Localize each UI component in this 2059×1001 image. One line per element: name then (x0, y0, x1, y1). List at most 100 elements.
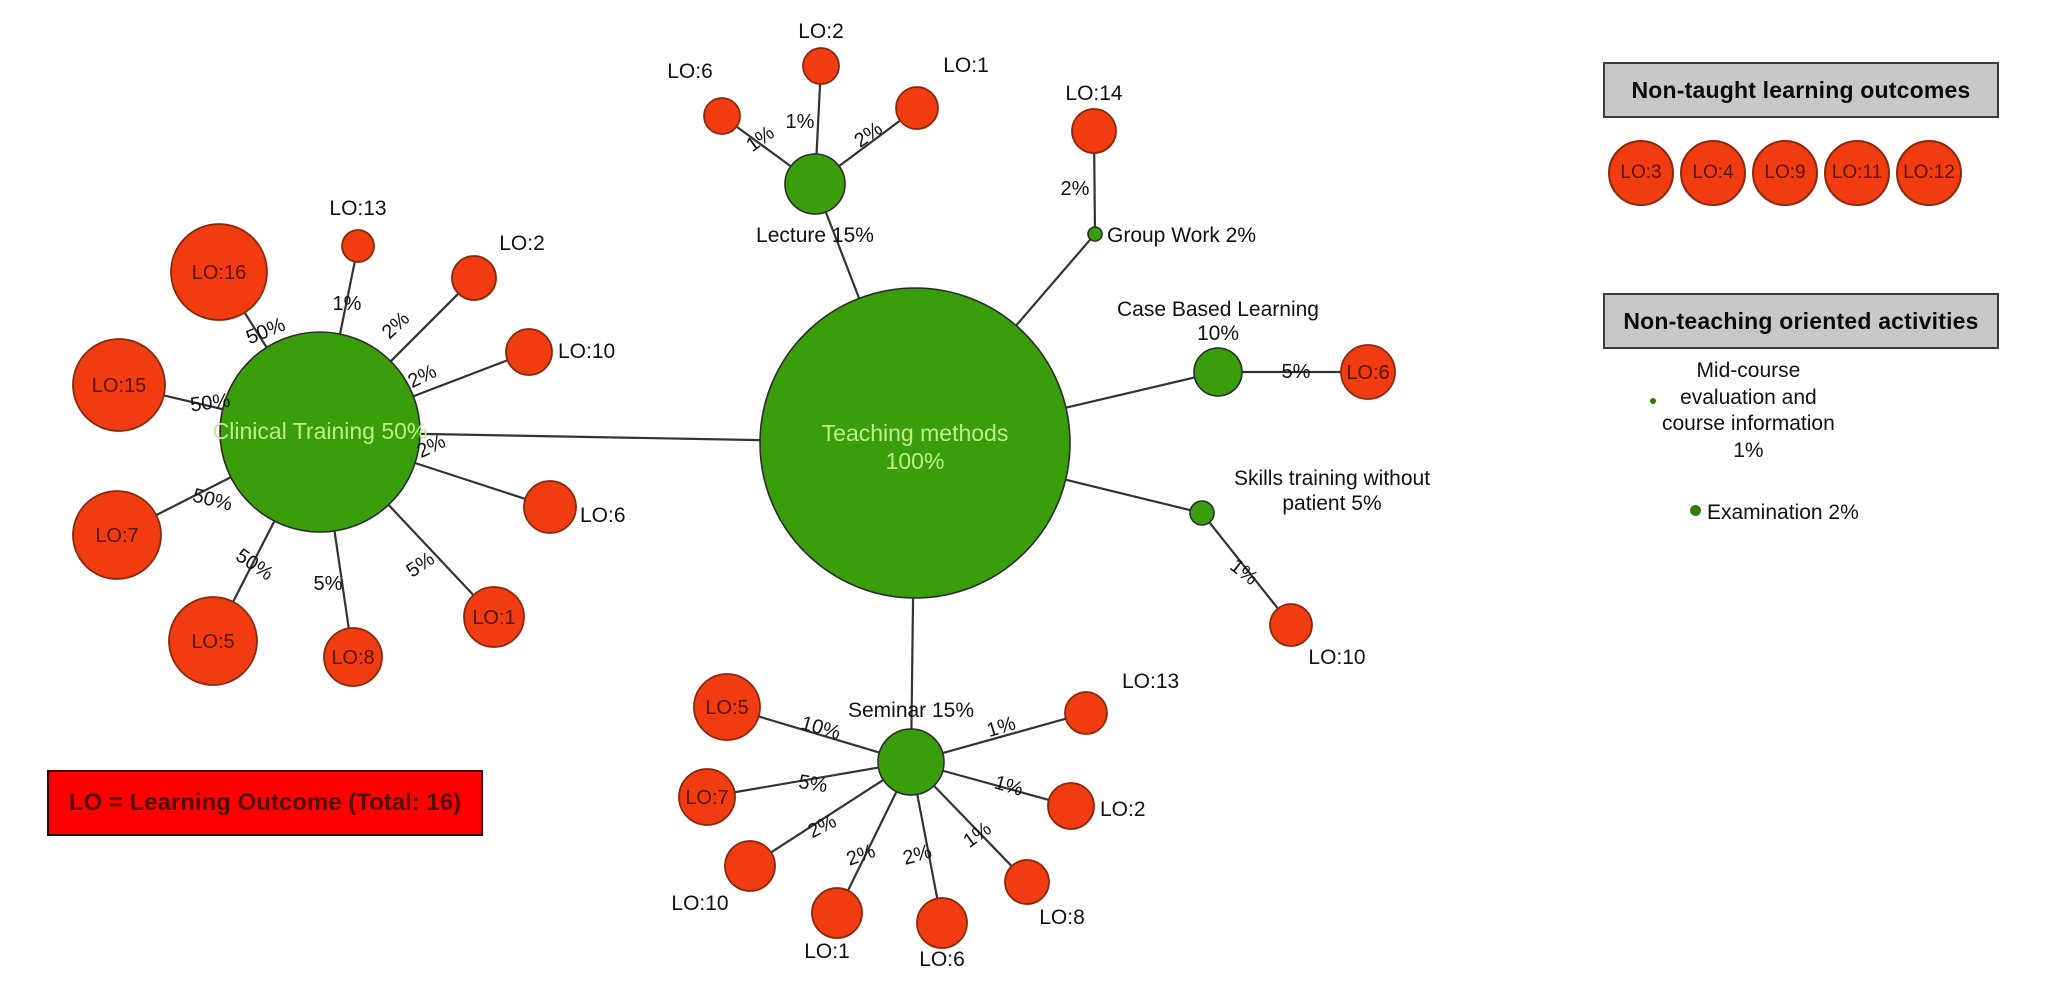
outside-label-sem-lo1: LO:1 (804, 940, 850, 963)
edge-percent-label: 2% (804, 810, 840, 843)
edge-clinical-to-ct-lo13 (338, 261, 356, 335)
node-lec-lo2[interactable] (802, 47, 840, 85)
non-taught-chip-3[interactable]: LO:11 (1824, 140, 1890, 206)
node-skills[interactable] (1189, 500, 1215, 526)
edge-teaching-to-skills (1065, 478, 1191, 512)
node-sem-lo6[interactable] (916, 897, 968, 949)
node-sem-lo10[interactable] (724, 840, 776, 892)
node-label-skills: patient 5% (1282, 492, 1381, 515)
edge-percent-label: 2% (900, 841, 934, 870)
outside-label-ct-lo6: LO:6 (580, 504, 626, 527)
node-sem-lo5[interactable] (693, 673, 761, 741)
node-ct-lo2[interactable] (451, 255, 497, 301)
node-lec-lo1[interactable] (895, 86, 939, 130)
edge-clinical-to-ct-lo15 (163, 394, 223, 411)
edge-percent-label: 50% (190, 485, 234, 516)
node-sem-lo8[interactable] (1004, 859, 1050, 905)
edge-percent-label: 1% (786, 111, 815, 133)
outside-label-sem-lo10: LO:10 (671, 892, 728, 915)
node-ct-lo7[interactable] (72, 490, 162, 580)
edge-seminar-to-sem-lo1 (847, 791, 898, 892)
edge-seminar-to-sem-lo13 (942, 717, 1067, 755)
node-ct-lo1[interactable] (463, 586, 525, 648)
node-sem-lo2[interactable] (1047, 782, 1095, 830)
outside-label-ct-lo13: LO:13 (329, 197, 386, 220)
outside-label-sem-lo8: LO:8 (1039, 906, 1085, 929)
non-taught-chip-0[interactable]: LO:3 (1608, 140, 1674, 206)
edge-clinical-to-ct-lo8 (333, 530, 350, 629)
node-clinical[interactable] (219, 331, 421, 533)
edge-clinical-to-ct-lo16 (243, 312, 268, 349)
edge-teaching-to-casebased (1065, 376, 1195, 409)
edge-seminar-to-sem-lo10 (770, 778, 884, 854)
node-sk-lo10[interactable] (1269, 603, 1313, 647)
edge-teaching-to-clinical (419, 432, 761, 442)
edge-clinical-to-ct-lo7 (155, 476, 232, 517)
edge-seminar-to-sem-lo6 (916, 794, 939, 899)
edge-percent-label: 10% (798, 712, 843, 744)
outside-label-sem-lo2: LO:2 (1100, 798, 1146, 821)
edge-seminar-to-sem-lo5 (758, 715, 880, 754)
node-teaching[interactable] (759, 287, 1071, 599)
node-label-ct-lo16: LO:16 (192, 262, 246, 284)
legend-non-taught-chips: LO:3 LO:4 LO:9 LO:11 LO:12 (1608, 140, 1962, 206)
edge-lecture-to-lec-lo1 (838, 119, 901, 167)
nodes-layer (72, 47, 1396, 949)
edge-teaching-to-lecture (824, 211, 861, 299)
edge-percent-label: 5% (797, 771, 829, 797)
edge-seminar-to-sem-lo7 (734, 766, 879, 794)
node-label-skills: Skills training without (1234, 467, 1430, 490)
node-cb-lo6[interactable] (1340, 344, 1396, 400)
node-sem-lo1[interactable] (811, 887, 863, 939)
non-taught-chip-1[interactable]: LO:4 (1680, 140, 1746, 206)
node-sem-lo13[interactable] (1064, 691, 1108, 735)
edge-percent-label: 1% (333, 293, 362, 315)
node-label-seminar: Seminar 15% (848, 699, 974, 722)
outside-label-sem-lo13: LO:13 (1122, 670, 1179, 693)
node-casebased[interactable] (1193, 347, 1243, 397)
edge-groupwork-to-gw-lo14 (1093, 152, 1097, 228)
node-ct-lo10[interactable] (505, 328, 553, 376)
node-ct-lo16[interactable] (170, 223, 268, 321)
node-ct-lo15[interactable] (72, 338, 166, 432)
activity-dot-icon (1690, 505, 1701, 516)
labels-layer: 1%50%50%50%50% 5%5%2%2%2%1% 1% 2%2%5%1%10%5… (92, 20, 1430, 971)
non-teaching-activity-0: Mid-course evaluation and course informati… (1650, 358, 1950, 465)
edge-percent-label: 5% (314, 573, 343, 595)
node-label-sem-lo7: LO:7 (685, 787, 728, 809)
node-lecture[interactable] (784, 153, 846, 215)
legend-learning-outcome-text: LO = Learning Outcome (Total: 16) (68, 789, 462, 816)
node-sem-lo7[interactable] (678, 768, 736, 826)
activity-dot-icon (1650, 398, 1656, 404)
node-label-teaching: 100% (886, 448, 945, 474)
node-label-ct-lo7: LO:7 (95, 525, 138, 547)
non-taught-chip-2[interactable]: LO:9 (1752, 140, 1818, 206)
edge-percent-label: 1% (992, 772, 1026, 801)
edge-percent-label: 50% (189, 390, 232, 417)
outside-label-sk-lo10: LO:10 (1308, 646, 1365, 669)
non-taught-chip-4[interactable]: LO:12 (1896, 140, 1962, 206)
node-label-cb-lo6: LO:6 (1346, 362, 1389, 384)
legend-non-teaching-header: Non-teaching oriented activities (1603, 293, 1999, 349)
node-gw-lo14[interactable] (1071, 108, 1117, 154)
legend-learning-outcome-key: LO = Learning Outcome (Total: 16) (47, 770, 483, 836)
edge-teaching-to-seminar (910, 597, 915, 730)
edge-percent-label: 1% (1226, 555, 1262, 590)
node-lec-lo6[interactable] (703, 97, 741, 135)
node-label-ct-lo5: LO:5 (191, 631, 234, 653)
edge-clinical-to-ct-lo10 (412, 359, 508, 398)
node-ct-lo6[interactable] (523, 480, 577, 534)
node-seminar[interactable] (877, 728, 945, 796)
node-ct-lo5[interactable] (168, 596, 258, 686)
node-ct-lo8[interactable] (323, 627, 383, 687)
outside-label-ct-lo10: LO:10 (558, 340, 615, 363)
node-ct-lo13[interactable] (341, 229, 375, 263)
outside-label-sem-lo6: LO:6 (919, 948, 965, 971)
node-label-ct-lo15: LO:15 (92, 375, 146, 397)
outside-label-gw-lo14: LO:14 (1065, 82, 1123, 105)
node-groupwork[interactable] (1087, 226, 1103, 242)
edge-percent-label: 2% (1061, 178, 1090, 200)
outside-label-lec-lo2: LO:2 (798, 20, 844, 43)
